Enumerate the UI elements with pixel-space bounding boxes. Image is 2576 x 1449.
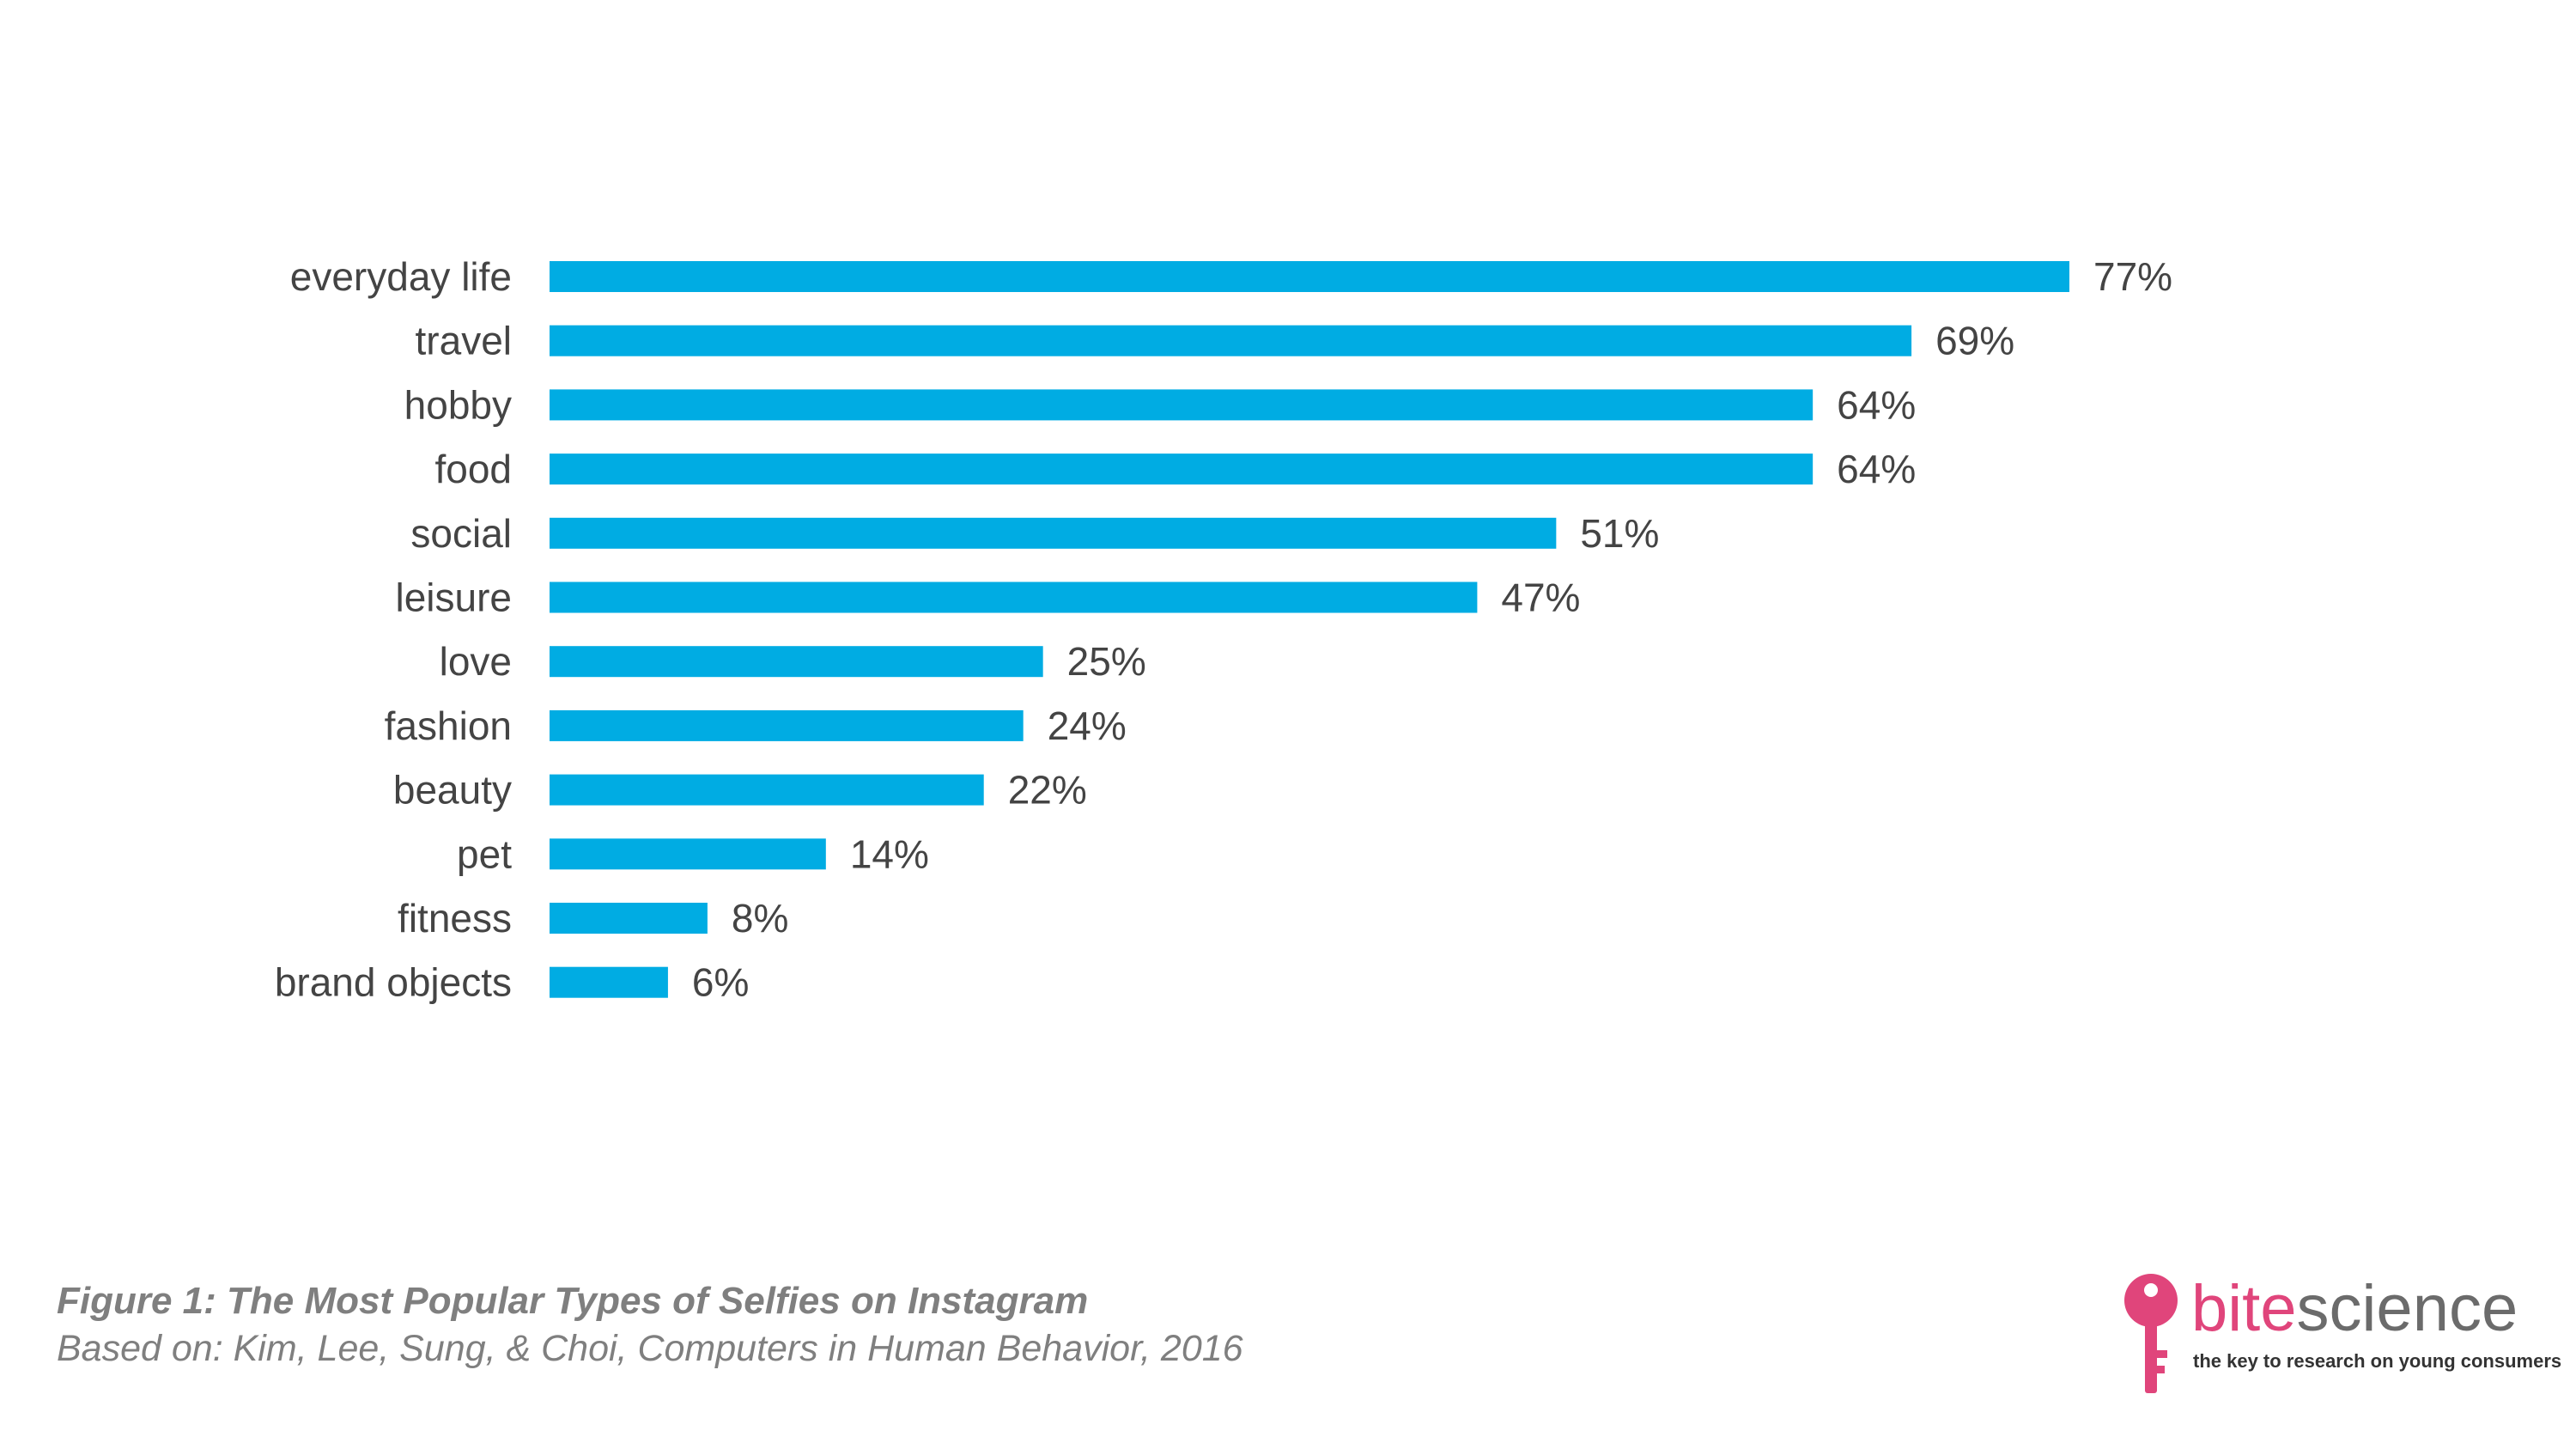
bar-pet — [550, 838, 826, 870]
value-label: 64% — [1837, 382, 1916, 427]
value-label: 25% — [1067, 639, 1146, 684]
bar-hobby — [550, 389, 1814, 421]
bar-fitness — [550, 903, 708, 934]
bitescience-logo: bitescience the key to research on young… — [2121, 1271, 2567, 1400]
bar-food — [550, 454, 1814, 485]
value-label: 24% — [1048, 703, 1127, 748]
bar-love — [550, 646, 1043, 678]
category-label: fitness — [398, 896, 512, 941]
bar-travel — [550, 325, 1912, 356]
category-label: pet — [457, 831, 512, 876]
key-icon — [2124, 1274, 2178, 1393]
category-label: social — [410, 511, 512, 556]
value-label: 51% — [1580, 511, 1659, 556]
value-label: 22% — [1008, 768, 1087, 813]
bar-social — [550, 517, 1557, 549]
category-label: hobby — [404, 382, 512, 427]
bar-chart: everyday life 77% travel 69% hobby 64% food 64%… — [275, 254, 2172, 1005]
category-label: fashion — [385, 703, 512, 748]
value-label: 6% — [692, 960, 749, 1005]
bar-leisure — [550, 581, 1478, 613]
value-label: 69% — [1935, 319, 2014, 363]
category-label: beauty — [393, 768, 512, 813]
category-label: travel — [416, 319, 512, 363]
category-label: brand objects — [275, 960, 512, 1005]
value-label: 77% — [2093, 254, 2172, 299]
logo-wordmark: bitescience — [2191, 1272, 2518, 1345]
category-label: everyday life — [290, 254, 512, 299]
category-label: love — [440, 639, 512, 684]
category-label: food — [434, 447, 512, 491]
figure-source: Based on: Kim, Lee, Sung, & Choi, Comput… — [57, 1328, 1243, 1369]
figure-title: Figure 1: The Most Popular Types of Self… — [57, 1280, 1089, 1322]
value-label: 14% — [850, 831, 929, 876]
logo-tagline: the key to research on young consumers — [2193, 1350, 2562, 1372]
value-label: 64% — [1837, 447, 1916, 491]
value-label: 47% — [1501, 575, 1580, 620]
bar-fashion — [550, 709, 1024, 741]
bar-beauty — [550, 774, 984, 806]
value-label: 8% — [732, 896, 788, 941]
bar-everyday-life — [550, 261, 2069, 292]
bar-brand-objects — [550, 966, 668, 998]
category-label: leisure — [395, 575, 512, 620]
